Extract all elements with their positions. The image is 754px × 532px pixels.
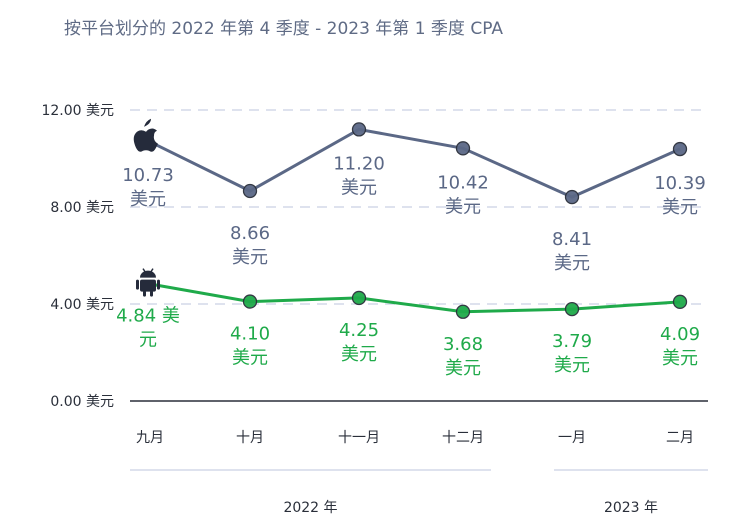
data-label-value: 3.68 [443, 334, 483, 355]
y-tick-label: 4.00 美元 [50, 297, 114, 313]
y-tick-label: 8.00 美元 [50, 200, 114, 216]
x-tick-label: 十二月 [442, 430, 484, 446]
data-label-unit: 美元 [662, 197, 698, 218]
data-point [351, 122, 367, 137]
data-label-value: 10.73 [122, 165, 174, 186]
data-label-value: 4.25 [339, 320, 379, 341]
x-tick-label: 九月 [136, 430, 164, 446]
x-tick-label: 十一月 [338, 430, 380, 446]
data-label-value: 4.10 [230, 324, 270, 345]
data-label-unit: 美元 [130, 189, 166, 210]
data-label-unit: 美元 [341, 344, 377, 365]
x-tick-label: 一月 [558, 430, 586, 446]
group-label: 2022 年 [283, 500, 337, 516]
series-line [147, 127, 681, 199]
data-label-unit: 美元 [232, 348, 268, 369]
android-icon [136, 268, 160, 297]
data-label-unit: 美元 [445, 358, 481, 379]
data-label-value: 8.66 [230, 223, 270, 244]
data-label-value: 10.39 [654, 173, 706, 194]
x-tick-label: 十月 [236, 430, 264, 446]
data-point [672, 294, 688, 309]
x-tick-label: 二月 [666, 430, 694, 446]
data-label-value: 11.20 [333, 153, 385, 174]
data-label-unit: 美元 [554, 355, 590, 376]
data-label-value: 8.41 [552, 229, 592, 250]
y-tick-label: 0.00 美元 [50, 394, 114, 410]
y-tick-label: 12.00 美元 [41, 103, 114, 119]
data-point [455, 304, 471, 319]
data-point [564, 301, 580, 317]
chart-title: 按平台划分的 2022 年第 4 季度 - 2023 年第 1 季度 CPA [64, 19, 503, 39]
data-point [455, 141, 471, 156]
data-label-value: 10.42 [437, 172, 489, 193]
data-label-unit: 美元 [662, 348, 698, 369]
data-point [351, 290, 367, 306]
data-point [242, 294, 258, 309]
data-point [672, 141, 688, 157]
group-label: 2023 年 [604, 500, 658, 516]
data-label-unit: 美元 [232, 247, 268, 268]
data-label-unit: 美元 [445, 196, 481, 217]
data-label-value: 4.84 美 [116, 306, 180, 327]
data-label-unit: 美元 [554, 253, 590, 274]
apple-icon [133, 118, 158, 152]
series-line [147, 282, 681, 314]
data-label-unit: 美元 [341, 177, 377, 198]
data-point [242, 183, 258, 199]
data-label-value: 4.09 [660, 324, 700, 345]
data-label-unit: 元 [139, 330, 157, 351]
data-point [564, 189, 580, 205]
data-label-value: 3.79 [552, 331, 592, 352]
